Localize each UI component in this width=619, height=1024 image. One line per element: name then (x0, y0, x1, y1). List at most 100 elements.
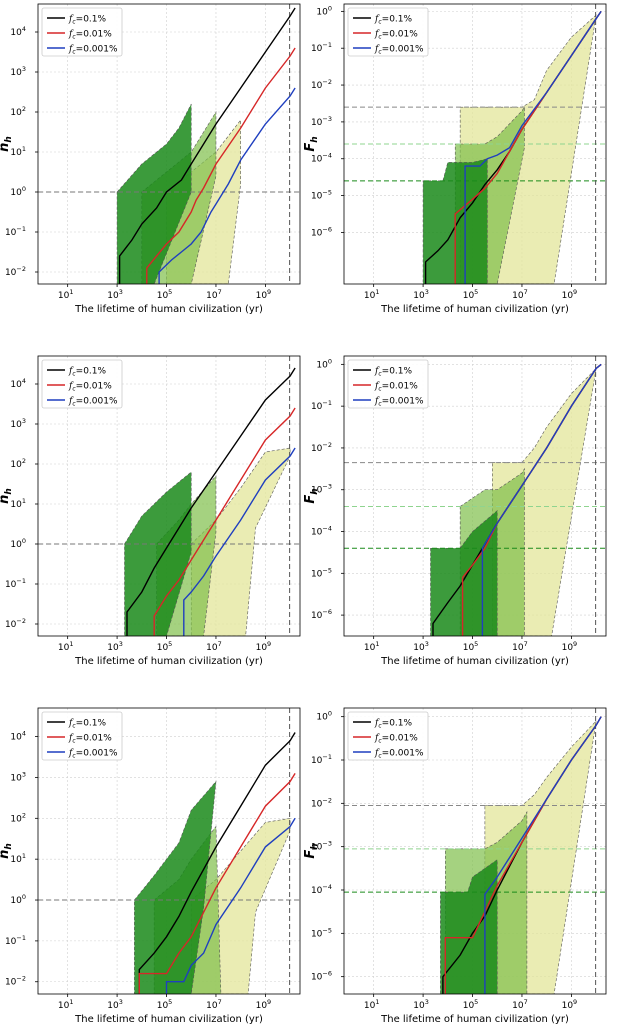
y-tick-label: 10−1 (311, 41, 332, 54)
legend-value: =0.001% (382, 45, 424, 55)
panel-row1-right: 101 103 105 107 10910−610−510−410−310−210−11… (303, 3, 607, 315)
x-tick-exponent: 9 (573, 640, 577, 648)
legend-value: =0.1% (76, 719, 107, 729)
legend-label: fc=0.01% (68, 734, 112, 745)
legend-label: fc=0.1% (68, 719, 107, 730)
x-tick-exponent: 7 (524, 640, 528, 648)
y-tick-exponent: 2 (22, 105, 26, 113)
y-tick-label: 100 (316, 357, 332, 370)
series-line-2 (165, 817, 296, 994)
legend-value: =0.001% (76, 45, 118, 55)
y-tick-label: 104 (10, 25, 26, 38)
x-tick-exponent: 7 (218, 640, 222, 648)
x-tick-label: 103 (107, 998, 123, 1011)
y-tick-label: 100 (10, 893, 26, 906)
x-tick-exponent: 5 (474, 640, 478, 648)
y-tick-exponent: −2 (16, 265, 26, 273)
x-tick-exponent: 5 (168, 640, 172, 648)
x-tick-exponent: 1 (69, 288, 73, 296)
legend-value: =0.01% (76, 382, 113, 392)
y-tick-label: 100 (10, 185, 26, 198)
legend-label: fc=0.1% (68, 367, 107, 378)
y-tick-label: 10−1 (5, 225, 26, 238)
y-tick-exponent: −5 (322, 189, 332, 197)
y-tick-exponent: −5 (322, 566, 332, 574)
legend-symbol: f (68, 719, 74, 729)
y-tick-label: 10−5 (311, 189, 332, 202)
legend-box (347, 711, 429, 761)
series-line-2 (481, 363, 602, 636)
x-tick-label: 103 (107, 288, 123, 301)
y-axis-label-subscript: h (4, 843, 14, 849)
x-tick-label: 105 (157, 288, 173, 301)
legend-value: =0.01% (382, 382, 419, 392)
legend-symbol: f (374, 397, 380, 407)
y-tick-exponent: 0 (328, 710, 332, 718)
y-tick-exponent: 4 (22, 377, 26, 385)
confidence-band (116, 103, 192, 284)
x-tick-label: 109 (562, 640, 578, 653)
legend-subscript: c (378, 723, 382, 730)
y-tick-label: 10−1 (5, 577, 26, 590)
x-tick-exponent: 9 (267, 640, 271, 648)
legend: fc=0.1%fc=0.01%fc=0.001% (41, 359, 123, 409)
y-tick-label: 100 (10, 537, 26, 550)
y-tick-label: 10−2 (5, 265, 26, 278)
x-tick-exponent: 1 (375, 288, 379, 296)
x-tick-exponent: 7 (218, 998, 222, 1006)
x-tick-label: 101 (58, 640, 74, 653)
legend-subscript: c (72, 34, 76, 41)
y-tick-exponent: −2 (322, 78, 332, 86)
y-tick-exponent: −6 (322, 608, 332, 616)
legend-value: =0.01% (382, 734, 419, 744)
legend-value: =0.1% (76, 367, 107, 377)
y-tick-label: 10−3 (311, 115, 332, 128)
y-tick-exponent: −1 (322, 399, 332, 407)
x-tick-label: 107 (206, 998, 222, 1011)
x-tick-exponent: 9 (573, 998, 577, 1006)
legend-label: fc=0.001% (374, 397, 424, 408)
y-tick-label: 10−1 (311, 753, 332, 766)
plot-area (38, 708, 300, 994)
y-tick-exponent: 0 (328, 357, 332, 365)
y-tick-label: 103 (10, 417, 26, 430)
y-tick-exponent: −4 (322, 152, 332, 160)
plot-area (38, 356, 300, 636)
y-tick-exponent: −1 (16, 225, 26, 233)
x-tick-label: 101 (58, 998, 74, 1011)
legend-label: fc=0.1% (374, 15, 413, 26)
axes-frame (37, 355, 301, 637)
x-tick-exponent: 5 (168, 998, 172, 1006)
legend-value: =0.1% (382, 15, 413, 25)
legend-value: =0.001% (76, 397, 118, 407)
y-tick-exponent: 1 (22, 852, 26, 860)
axes-frame (343, 355, 607, 637)
series-line-2 (158, 87, 296, 284)
panel-row1-left: 101 103 105 107 10910−210−1100101102103104Th… (0, 3, 301, 315)
x-tick-label: 107 (512, 288, 528, 301)
legend-value: =0.01% (382, 30, 419, 40)
legend: fc=0.1%fc=0.01%fc=0.001% (41, 7, 123, 57)
legend-label: fc=0.001% (68, 397, 118, 408)
y-axis-label-subscript: h (4, 136, 14, 142)
legend-symbol: f (374, 382, 380, 392)
x-tick-exponent: 3 (119, 640, 123, 648)
x-tick-label: 103 (107, 640, 123, 653)
x-tick-exponent: 5 (474, 288, 478, 296)
y-tick-label: 100 (316, 4, 332, 17)
legend-symbol: f (374, 30, 380, 40)
panel-row2-left: 101 103 105 107 10910−210−1100101102103104Th… (0, 355, 301, 667)
legend-value: =0.001% (382, 397, 424, 407)
y-tick-exponent: 4 (22, 25, 26, 33)
x-tick-label: 105 (157, 998, 173, 1011)
x-tick-label: 101 (364, 288, 380, 301)
y-tick-exponent: −3 (322, 483, 332, 491)
legend-label: fc=0.001% (68, 45, 118, 56)
x-tick-label: 101 (58, 288, 74, 301)
x-tick-exponent: 9 (267, 288, 271, 296)
x-tick-label: 103 (413, 288, 429, 301)
x-tick-label: 103 (413, 998, 429, 1011)
y-tick-exponent: 4 (22, 730, 26, 738)
y-tick-label: 100 (316, 710, 332, 723)
x-tick-exponent: 3 (119, 288, 123, 296)
